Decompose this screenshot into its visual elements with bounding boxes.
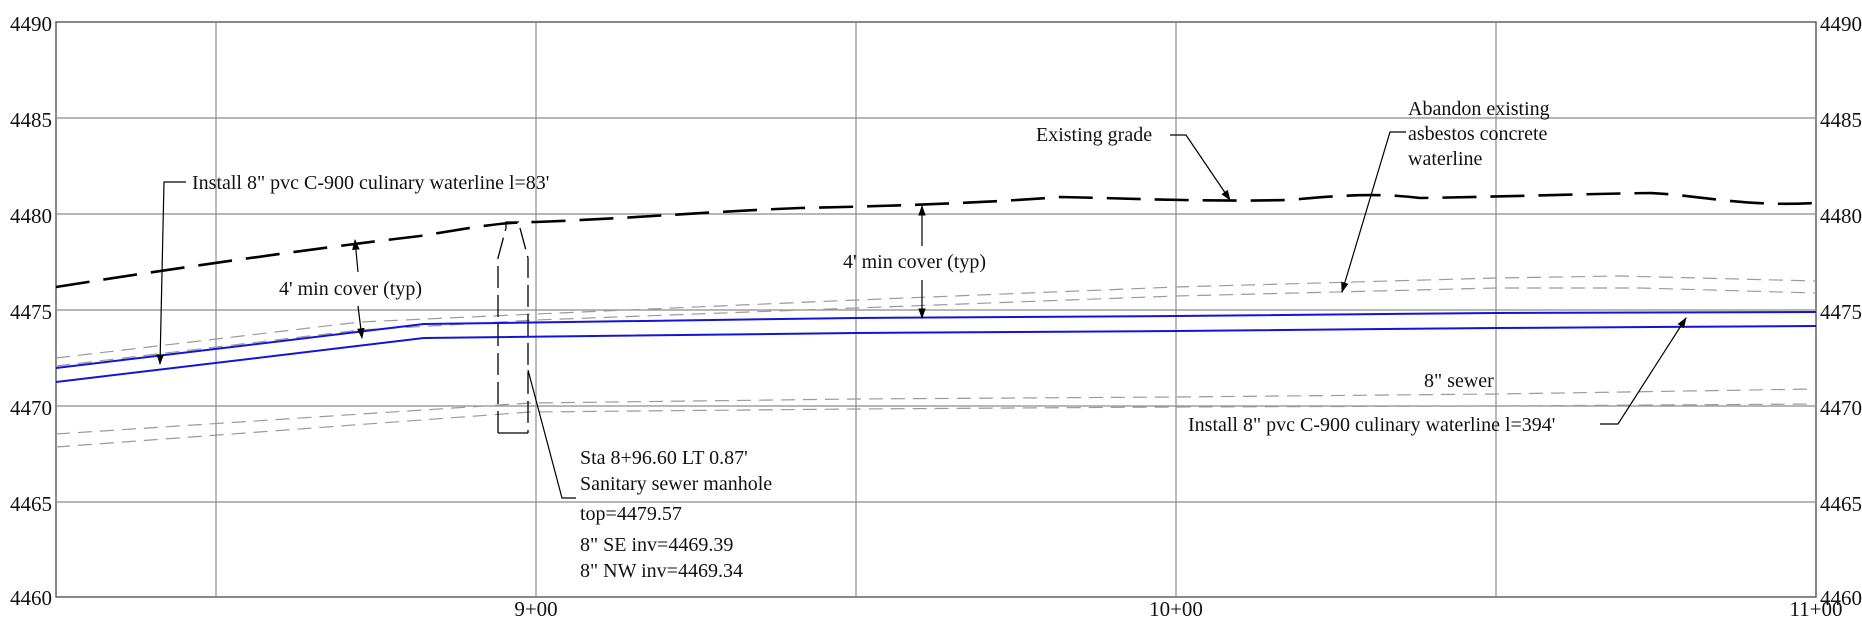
station-axis: 9+00 10+00 11+00 [514, 597, 1842, 621]
label-manhole-nw-inv: 8" NW inv=4469.34 [580, 560, 743, 582]
elev-tick-left: 4480 [10, 204, 52, 228]
annotations: Install 8" pvc C-900 culinary waterline … [192, 98, 1555, 582]
elev-tick-left: 4475 [10, 300, 52, 324]
label-min-cover-1: 4' min cover (typ) [279, 278, 422, 300]
elev-tick-right: 4460 [1820, 586, 1862, 610]
sewer-line-lower [55, 403, 1817, 448]
elevation-axis-left: 4460 4465 4470 4475 4480 4485 4490 [10, 12, 52, 610]
abandoned-waterline-upper [55, 275, 1817, 359]
label-waterline-b: Install 8" pvc C-900 culinary waterline … [1188, 414, 1555, 436]
cover-arrow-1-bottom [357, 305, 365, 340]
elev-tick-right: 4480 [1820, 204, 1862, 228]
label-abandon-line2: asbestos concrete [1408, 123, 1548, 145]
label-sewer: 8" sewer [1424, 370, 1494, 392]
elev-tick-left: 4485 [10, 108, 52, 132]
label-abandon-line3: waterline [1408, 148, 1483, 170]
label-manhole-type: Sanitary sewer manhole [580, 473, 772, 495]
station-tick: 9+00 [514, 597, 557, 621]
label-waterline-a: Install 8" pvc C-900 culinary waterline … [192, 172, 549, 194]
label-abandon-line1: Abandon existing [1408, 98, 1550, 120]
waterline-bottom [55, 325, 1817, 383]
waterline-top [55, 311, 1817, 369]
leader-abandon [1341, 131, 1406, 294]
label-existing-grade: Existing grade [1036, 124, 1152, 146]
elev-tick-left: 4490 [10, 12, 52, 36]
label-manhole-station: Sta 8+96.60 LT 0.87' [580, 447, 748, 469]
elevation-axis-right: 4460 4465 4470 4475 4480 4485 4490 [1820, 12, 1862, 610]
station-tick: 11+00 [1789, 597, 1842, 621]
elev-tick-right: 4470 [1820, 396, 1862, 420]
cover-arrow-1-top [352, 238, 360, 273]
leader-manhole [527, 369, 576, 499]
station-tick: 10+00 [1149, 597, 1203, 621]
label-manhole-top: top=4479.57 [580, 503, 682, 525]
elev-tick-right: 4490 [1820, 12, 1862, 36]
label-min-cover-2: 4' min cover (typ) [843, 251, 986, 273]
leader-waterline-b [1600, 317, 1687, 425]
leader-existing-grade [1170, 134, 1231, 201]
manhole-outline [497, 221, 529, 433]
elev-tick-left: 4470 [10, 396, 52, 420]
elev-tick-right: 4465 [1820, 492, 1862, 516]
sewer-manhole [497, 221, 529, 434]
existing-grade-line [55, 191, 1817, 289]
elev-tick-left: 4465 [10, 492, 52, 516]
leaders [156, 131, 1687, 499]
elev-tick-right: 4485 [1820, 108, 1862, 132]
leader-waterline-a [156, 181, 186, 366]
elev-tick-right: 4475 [1820, 300, 1862, 324]
label-manhole-se-inv: 8" SE inv=4469.39 [580, 534, 733, 556]
grid [55, 21, 1817, 598]
proposed-waterline [55, 311, 1817, 383]
elev-tick-left: 4460 [10, 586, 52, 610]
